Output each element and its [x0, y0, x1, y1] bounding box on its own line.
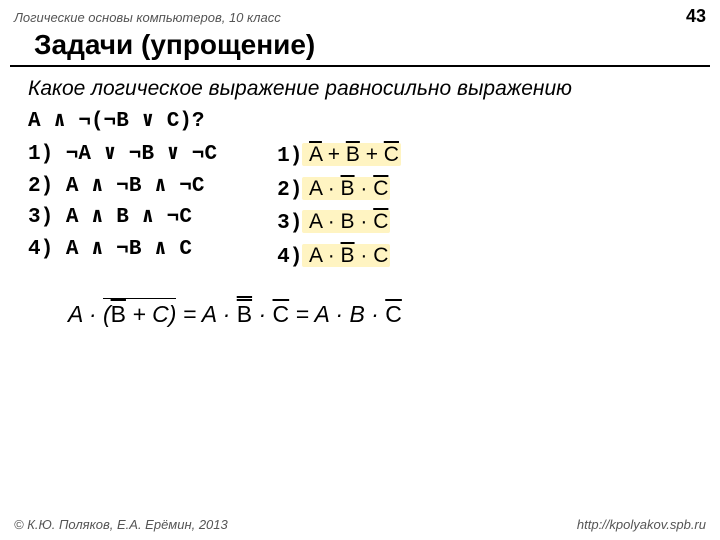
derivation: A · (B + C) = A · B · C = A · B · C: [28, 301, 692, 328]
opt-right-2: 2) A · B · C: [277, 173, 401, 207]
opt-left-2: 2) A ∧ ¬B ∧ ¬C: [28, 171, 217, 203]
options-wrap: 1) ¬A ∨ ¬B ∨ ¬C 2) A ∧ ¬B ∧ ¬C 3) A ∧ B …: [28, 139, 692, 273]
options-right: 1) A + B + C 2) A · B · C 3) A · B · C 4…: [277, 139, 401, 273]
copyright: © К.Ю. Поляков, Е.А. Ерёмин, 2013: [14, 517, 228, 532]
content-area: Какое логическое выражение равносильно в…: [0, 67, 720, 338]
header-meta: Логические основы компьютеров, 10 класс …: [0, 0, 720, 29]
opt-left-1: 1) ¬A ∨ ¬B ∨ ¬C: [28, 139, 217, 171]
slide-title: Задачи (упрощение): [10, 29, 710, 67]
opt-right-4: 4) A · B · C: [277, 240, 401, 274]
footer: © К.Ю. Поляков, Е.А. Ерёмин, 2013 http:/…: [0, 517, 720, 532]
course-label: Логические основы компьютеров, 10 класс: [14, 10, 281, 25]
options-left: 1) ¬A ∨ ¬B ∨ ¬C 2) A ∧ ¬B ∧ ¬C 3) A ∧ B …: [28, 139, 217, 273]
question-text: Какое логическое выражение равносильно в…: [28, 77, 692, 101]
opt-right-3: 3) A · B · C: [277, 206, 401, 240]
main-expression: A ∧ ¬(¬B ∨ C)?: [28, 107, 692, 133]
page-number: 43: [686, 6, 706, 27]
opt-left-3: 3) A ∧ B ∧ ¬C: [28, 202, 217, 234]
footer-url: http://kpolyakov.spb.ru: [577, 517, 706, 532]
opt-left-4: 4) A ∧ ¬B ∧ C: [28, 234, 217, 266]
opt-right-1: 1) A + B + C: [277, 139, 401, 173]
